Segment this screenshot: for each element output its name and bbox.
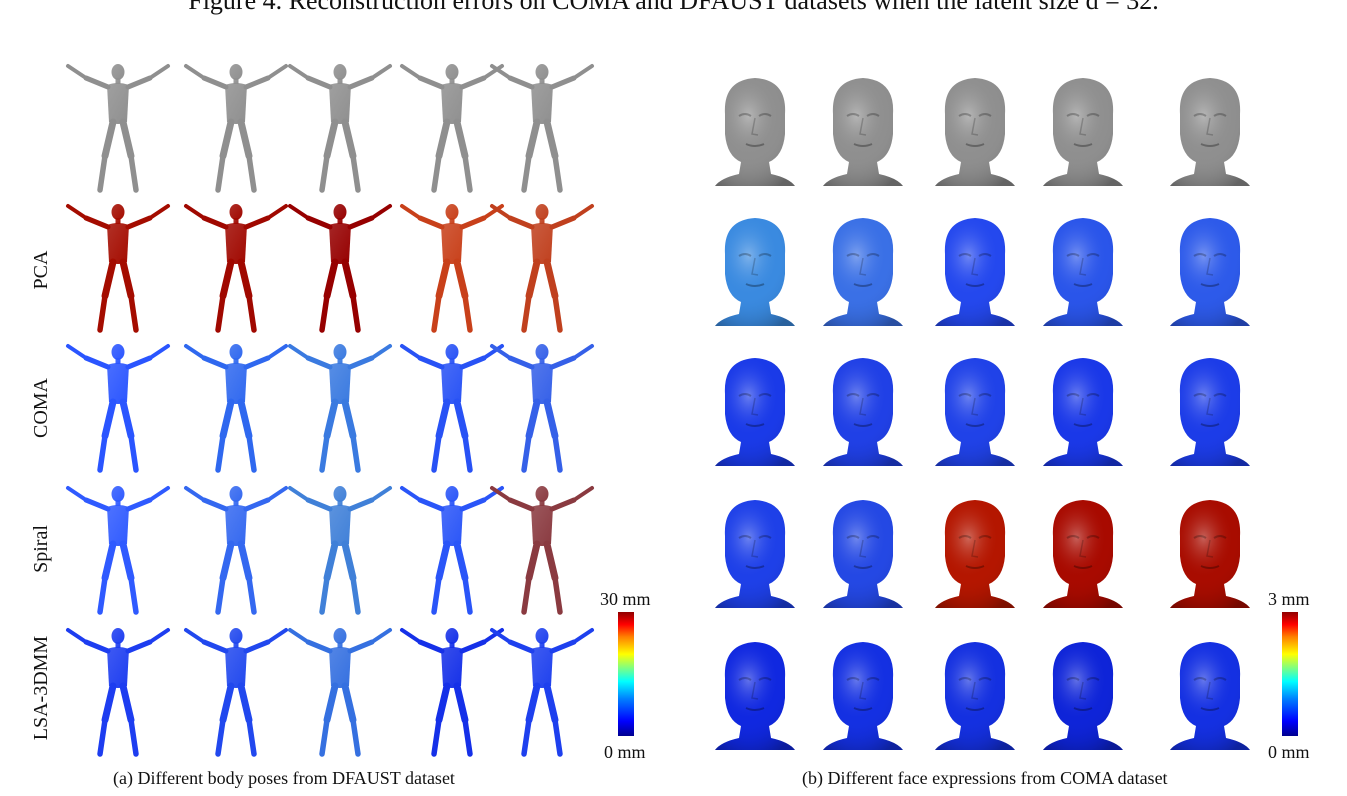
body-mesh-coma-5 — [482, 340, 602, 478]
face-mesh-spiral-5 — [1170, 496, 1250, 608]
body-mesh-coma-1 — [58, 340, 178, 478]
face-error-colorbar — [1282, 612, 1298, 736]
body-mesh-ground-truth-2 — [176, 60, 296, 198]
body-mesh-spiral-3 — [280, 482, 400, 620]
body-mesh-pca-2 — [176, 200, 296, 338]
face-mesh-coma-4 — [1043, 354, 1123, 466]
face-mesh-spiral-3 — [935, 496, 1015, 608]
panel-a-caption: (a) Different body poses from DFAUST dat… — [113, 768, 455, 788]
row-label-pca: PCA — [30, 250, 52, 290]
body-mesh-lsa-3dmm-3 — [280, 624, 400, 762]
figure-title: Figure 4. Reconstruction errors on COMA … — [0, 0, 1347, 16]
face-mesh-ground-truth-2 — [823, 74, 903, 186]
face-mesh-coma-5 — [1170, 354, 1250, 466]
face-mesh-ground-truth-3 — [935, 74, 1015, 186]
body-mesh-spiral-4 — [392, 482, 512, 620]
body-mesh-lsa-3dmm-4 — [392, 624, 512, 762]
body-mesh-lsa-3dmm-5 — [482, 624, 602, 762]
panel-b-caption: (b) Different face expressions from COMA… — [802, 768, 1168, 788]
body-scale-max-label: 30 mm — [600, 589, 651, 609]
body-mesh-pca-3 — [280, 200, 400, 338]
face-mesh-lsa-3dmm-4 — [1043, 638, 1123, 750]
body-mesh-pca-5 — [482, 200, 602, 338]
body-mesh-ground-truth-5 — [482, 60, 602, 198]
body-mesh-ground-truth-1 — [58, 60, 178, 198]
face-mesh-ground-truth-4 — [1043, 74, 1123, 186]
body-mesh-pca-4 — [392, 200, 512, 338]
body-mesh-spiral-5 — [482, 482, 602, 620]
body-mesh-ground-truth-4 — [392, 60, 512, 198]
body-mesh-coma-4 — [392, 340, 512, 478]
row-label-coma: COMA — [30, 378, 52, 439]
face-mesh-spiral-1 — [715, 496, 795, 608]
face-mesh-spiral-4 — [1043, 496, 1123, 608]
face-mesh-pca-2 — [823, 214, 903, 326]
face-scale-min-label: 0 mm — [1268, 742, 1310, 762]
figure-title-text: Figure 4. Reconstruction errors on COMA … — [188, 0, 1159, 15]
face-scale-max-label: 3 mm — [1268, 589, 1310, 609]
face-mesh-lsa-3dmm-1 — [715, 638, 795, 750]
body-mesh-pca-1 — [58, 200, 178, 338]
face-mesh-lsa-3dmm-5 — [1170, 638, 1250, 750]
row-label-lsa-3dmm: LSA-3DMM — [30, 635, 52, 741]
face-mesh-spiral-2 — [823, 496, 903, 608]
face-mesh-lsa-3dmm-3 — [935, 638, 1015, 750]
body-error-colorbar — [618, 612, 634, 736]
face-mesh-pca-4 — [1043, 214, 1123, 326]
face-mesh-pca-3 — [935, 214, 1015, 326]
body-mesh-ground-truth-3 — [280, 60, 400, 198]
face-mesh-coma-3 — [935, 354, 1015, 466]
face-mesh-pca-5 — [1170, 214, 1250, 326]
face-mesh-coma-1 — [715, 354, 795, 466]
body-mesh-lsa-3dmm-2 — [176, 624, 296, 762]
face-mesh-pca-1 — [715, 214, 795, 326]
face-mesh-lsa-3dmm-2 — [823, 638, 903, 750]
face-mesh-coma-2 — [823, 354, 903, 466]
row-label-spiral: Spiral — [30, 525, 52, 573]
face-mesh-ground-truth-1 — [715, 74, 795, 186]
body-mesh-coma-2 — [176, 340, 296, 478]
body-mesh-coma-3 — [280, 340, 400, 478]
body-scale-min-label: 0 mm — [604, 742, 646, 762]
body-mesh-lsa-3dmm-1 — [58, 624, 178, 762]
body-mesh-spiral-1 — [58, 482, 178, 620]
body-mesh-spiral-2 — [176, 482, 296, 620]
face-mesh-ground-truth-5 — [1170, 74, 1250, 186]
